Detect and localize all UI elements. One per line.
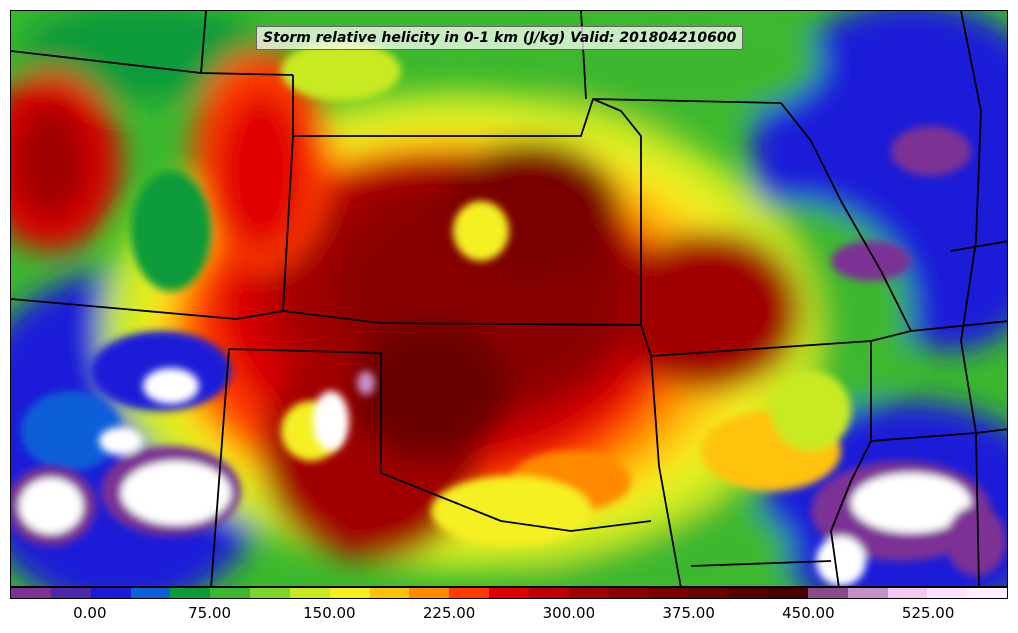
colorbar-segment <box>409 588 450 598</box>
state-borders <box>11 11 1007 586</box>
map-frame: Storm relative helicity in 0-1 km (J/kg)… <box>10 10 1008 587</box>
colorbar-segment <box>50 588 91 598</box>
colorbar-segment <box>927 588 968 598</box>
colorbar-tick-label: 300.00 <box>542 604 596 622</box>
colorbar-tick-label: 225.00 <box>422 604 476 622</box>
colorbar-segment <box>768 588 808 598</box>
helicity-map <box>11 11 1007 586</box>
colorbar-segment <box>608 588 649 598</box>
colorbar-segment <box>329 588 370 598</box>
colorbar-segment <box>688 588 729 598</box>
colorbar-segment <box>90 588 131 598</box>
colorbar-segment <box>648 588 689 598</box>
white-pockets <box>11 368 1006 586</box>
colorbar-segment <box>807 588 848 598</box>
colorbar-tick-label: 0.00 <box>73 604 107 622</box>
colorbar <box>10 587 1008 599</box>
colorbar-segment <box>847 588 888 598</box>
colorbar-tick-label: 525.00 <box>901 604 955 622</box>
colorbar-segment <box>449 588 490 598</box>
colorbar-segment <box>170 588 211 598</box>
colorbar-segment <box>210 588 251 598</box>
colorbar-tick-labels: 0.00 75.00 150.00 225.00 300.00 375.00 450.00 5… <box>10 600 1008 630</box>
colorbar-segment <box>369 588 410 598</box>
colorbar-segment <box>887 588 928 598</box>
colorbar-segment <box>967 588 1008 598</box>
colorbar-segment <box>568 588 609 598</box>
map-title: Storm relative helicity in 0-1 km (J/kg)… <box>256 26 744 50</box>
colorbar-segment <box>489 588 529 598</box>
colorbar-tick-label: 450.00 <box>782 604 835 622</box>
colorbar-segment <box>728 588 769 598</box>
colorbar-segment <box>289 588 330 598</box>
colorbar-tick-label: 75.00 <box>188 604 232 622</box>
colorbar-segment <box>11 588 51 598</box>
colorbar-segment <box>130 588 171 598</box>
colorbar-tick-label: 150.00 <box>303 604 356 622</box>
colorbar-segment <box>528 588 569 598</box>
colorbar-tick-label: 375.00 <box>662 604 715 622</box>
colorbar-segment <box>250 588 290 598</box>
